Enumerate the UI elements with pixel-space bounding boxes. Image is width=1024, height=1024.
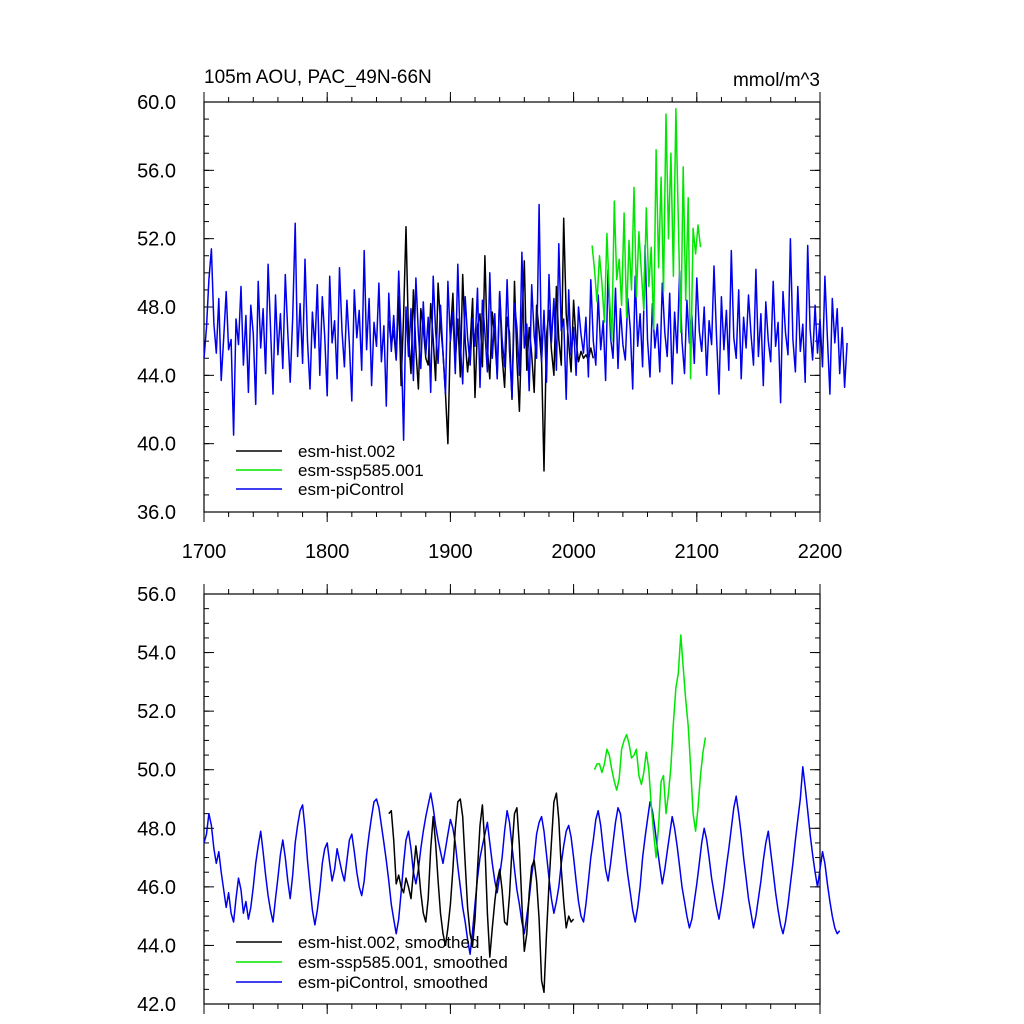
y-tick-label: 48.0	[137, 818, 176, 840]
series-line-ssp585	[591, 108, 702, 380]
y-tick-label: 60.0	[137, 92, 176, 114]
bottom-axis-ticks: 42.0 44.0 46.0 48.0 50.0 52.0 54.0 56.0	[137, 584, 821, 1016]
y-tick-label: 46.0	[137, 877, 176, 899]
chart-title: 105m AOU, PAC_49N-66N	[204, 67, 432, 88]
x-tick-label: 1900	[428, 541, 473, 563]
bottom-series-lines	[203, 634, 841, 994]
top-legend: esm-hist.002 esm-ssp585.001 esm-piContro…	[236, 442, 424, 499]
bottom-plot-frame	[203, 593, 821, 1005]
y-tick-label: 44.0	[137, 365, 176, 387]
series-line-hist-smoothed	[388, 792, 575, 994]
legend-label-picontrol: esm-piControl	[298, 480, 404, 499]
series-line-picontrol	[203, 203, 848, 441]
x-tick-label: 1800	[305, 541, 350, 563]
units-label: mmol/m^3	[733, 70, 820, 91]
series-line-picontrol-smoothed	[203, 766, 841, 955]
series-line-ssp585-smoothed	[593, 634, 707, 859]
y-tick-label: 52.0	[137, 701, 176, 723]
y-tick-label: 48.0	[137, 297, 176, 319]
y-tick-label: 56.0	[137, 584, 176, 606]
top-series-lines	[203, 108, 848, 472]
bottom-legend: esm-hist.002, smoothed esm-ssp585.001, s…	[236, 933, 508, 992]
legend-label-ssp585: esm-ssp585.001	[298, 461, 424, 480]
top-axis-ticks: 36.0 40.0 44.0 48.0 52.0 56.0 60.0 1700 1800 1900…	[137, 92, 842, 563]
y-tick-label: 42.0	[137, 994, 176, 1016]
y-tick-label: 50.0	[137, 760, 176, 782]
y-tick-label: 56.0	[137, 160, 176, 182]
top-plot: 36.0 40.0 44.0 48.0 52.0 56.0 60.0 1700 1800 1900…	[137, 92, 848, 563]
y-tick-label: 44.0	[137, 935, 176, 957]
x-tick-label: 2000	[551, 541, 596, 563]
y-tick-label: 54.0	[137, 643, 176, 665]
legend-label-picontrol-smoothed: esm-piControl, smoothed	[298, 973, 488, 992]
y-tick-label: 52.0	[137, 229, 176, 251]
legend-label-hist-smoothed: esm-hist.002, smoothed	[298, 933, 479, 952]
legend-label-hist: esm-hist.002	[298, 442, 395, 461]
y-tick-label: 40.0	[137, 434, 176, 456]
y-tick-label: 36.0	[137, 502, 176, 524]
bottom-plot: 42.0 44.0 46.0 48.0 50.0 52.0 54.0 56.0 esm-his…	[137, 584, 841, 1016]
x-tick-label: 2200	[798, 541, 843, 563]
legend-label-ssp585-smoothed: esm-ssp585.001, smoothed	[298, 953, 508, 972]
x-tick-label: 1700	[182, 541, 227, 563]
x-tick-label: 2100	[675, 541, 720, 563]
